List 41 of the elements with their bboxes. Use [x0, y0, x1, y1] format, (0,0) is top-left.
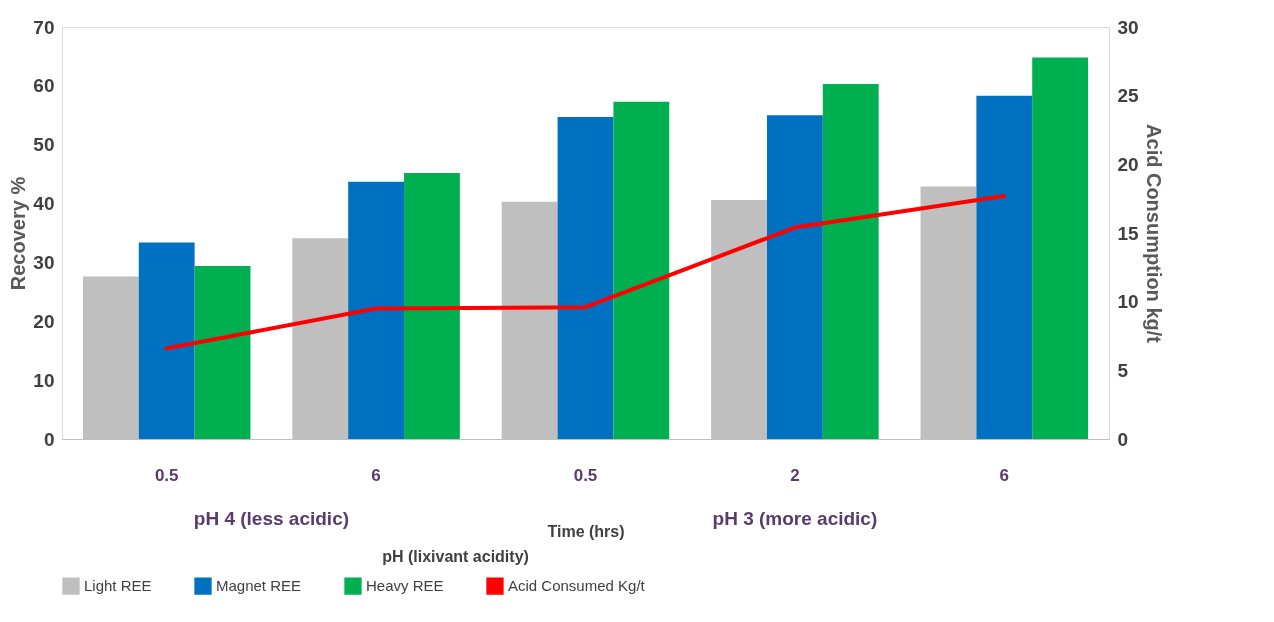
x-axis-title: Time (hrs)	[547, 522, 625, 540]
bar	[194, 265, 251, 439]
text: pH 4 (less acidic)	[193, 508, 350, 529]
x-tick-label: 6	[371, 465, 381, 485]
y2-tick-label: 20	[1117, 153, 1139, 175]
y-tick-label: 0	[43, 428, 55, 450]
bar	[404, 172, 460, 439]
y2-tick-label: 15	[1117, 222, 1140, 244]
x-tick-label: 0.5	[573, 465, 598, 485]
y-tick-label: 10	[33, 369, 55, 391]
y2-tick-label: 10	[1117, 291, 1139, 313]
legend-label: Magnet REE	[216, 577, 302, 595]
bar	[1032, 57, 1089, 439]
y-axis-title: Recovery %	[7, 176, 30, 291]
bar	[613, 101, 670, 439]
bar	[348, 181, 405, 439]
bar	[766, 115, 823, 439]
x-tick-label: 6	[999, 465, 1010, 485]
y2-tick-label: 25	[1117, 85, 1140, 107]
y-tick-label: 20	[33, 310, 55, 332]
legend-label: Acid Consumed Kg/t	[508, 577, 646, 595]
legend-label: Heavy REE	[366, 577, 444, 595]
y-tick-label: 70	[33, 16, 55, 38]
legend-label: Light REE	[84, 577, 152, 595]
y2-tick-label: 0	[1117, 428, 1129, 450]
y-tick-label: 50	[33, 134, 55, 156]
bar	[976, 95, 1033, 439]
bar	[138, 242, 195, 439]
y-tick-label: 60	[33, 75, 55, 97]
line-series	[164, 193, 1007, 351]
y2-tick-label: 5	[1117, 359, 1129, 381]
bar	[822, 84, 879, 439]
bar	[557, 117, 614, 439]
x-tick-label: 0.5	[154, 465, 179, 485]
y2-axis-title: Acid Consumption kg/t	[1142, 124, 1165, 344]
y-tick-label: 30	[33, 251, 55, 273]
x-tick-label: 2	[790, 465, 800, 485]
y2-tick-label: 30	[1117, 16, 1139, 38]
y-tick-label: 40	[33, 193, 55, 215]
text: pH 3 (more acidic)	[712, 508, 878, 529]
text: pH (lixivant acidity)	[382, 548, 529, 565]
